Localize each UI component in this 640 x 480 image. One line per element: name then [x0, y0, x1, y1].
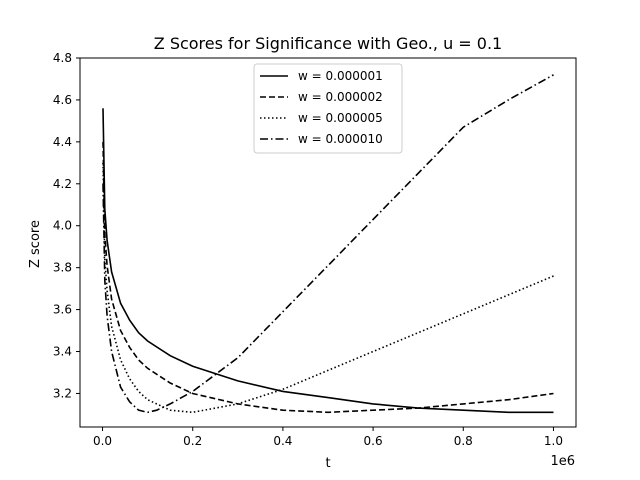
y-tick-label: 4.6	[53, 93, 72, 107]
x-tick-label: 0.2	[183, 434, 202, 448]
y-axis-ticks: 3.2 3.4 3.6 3.8 4.0 4.2 4.4 4.6 4.8	[53, 51, 80, 400]
y-tick-label: 3.2	[53, 386, 72, 400]
y-tick-label: 4.2	[53, 177, 72, 191]
series-line-4	[102, 74, 554, 414]
series-line-1	[102, 108, 554, 414]
legend-label-4: w = 0.000010	[298, 132, 383, 146]
y-tick-label: 3.4	[53, 345, 72, 359]
x-tick-label: 0.6	[364, 434, 383, 448]
plot-area	[102, 74, 554, 414]
y-tick-label: 3.6	[53, 303, 72, 317]
y-tick-label: 4.4	[53, 135, 72, 149]
y-axis-label: Z score	[28, 220, 43, 268]
legend-label-2: w = 0.000002	[298, 90, 383, 104]
axes-frame	[79, 57, 577, 428]
series-line-2	[102, 141, 554, 414]
x-tick-label: 0.8	[454, 434, 473, 448]
legend-label-1: w = 0.000001	[298, 69, 383, 83]
legend-label-3: w = 0.000005	[298, 111, 383, 125]
legend-box	[253, 63, 403, 154]
x-tick-label: 1.0	[544, 434, 563, 448]
chart-title: Z Scores for Significance with Geo., u =…	[154, 34, 502, 53]
x-tick-label: 0.0	[93, 434, 112, 448]
x-axis-offset-label: 1e6	[550, 454, 575, 469]
y-tick-label: 3.8	[53, 261, 72, 275]
legend: w = 0.000001 w = 0.000002 w = 0.000005 w = …	[253, 63, 403, 154]
y-tick-label: 4.0	[53, 219, 72, 233]
x-axis-label: t	[325, 456, 330, 471]
x-axis-ticks: 0.0 0.2 0.4 0.6 0.8 1.0	[93, 427, 563, 448]
x-tick-label: 0.4	[273, 434, 292, 448]
y-tick-label: 4.8	[53, 51, 72, 65]
